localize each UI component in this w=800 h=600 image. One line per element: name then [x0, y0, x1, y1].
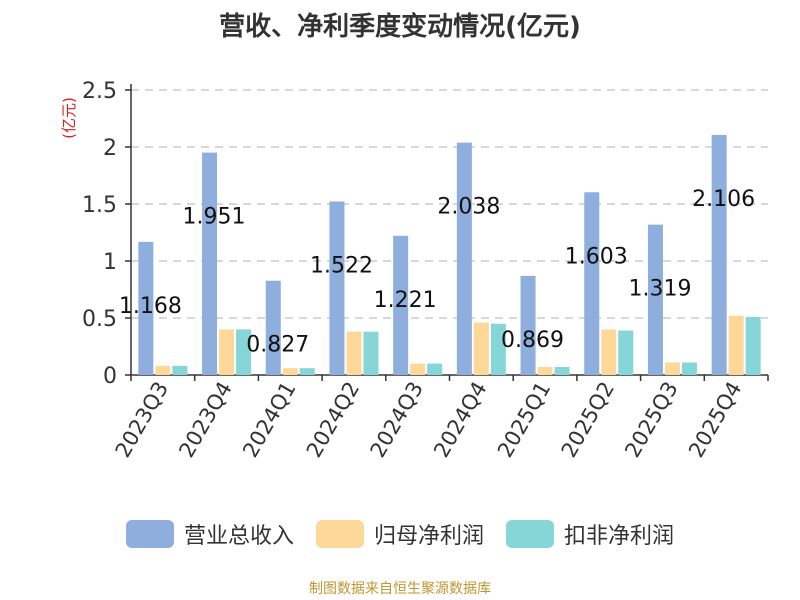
bar-net-profit [219, 329, 235, 375]
data-label: 1.603 [565, 244, 628, 269]
bar-deducted-profit [299, 368, 315, 375]
chart-title: 营收、净利季度变动情况(亿元) [219, 12, 581, 42]
bar-net-profit [155, 365, 171, 375]
bar-revenue [584, 192, 600, 375]
bar-deducted-profit [745, 316, 761, 375]
data-label: 1.319 [628, 277, 691, 302]
data-label: 1.221 [374, 288, 437, 313]
bar-revenue [202, 152, 218, 375]
legend-item-net-profit[interactable]: 归母净利润 [315, 518, 484, 550]
bar-deducted-profit [490, 323, 506, 375]
legend-item-deducted-profit[interactable]: 扣非净利润 [506, 518, 674, 550]
data-label: 2.106 [692, 187, 755, 212]
data-label: 0.827 [246, 333, 309, 358]
legend-swatch-deducted-profit [506, 520, 554, 548]
bar-revenue [329, 201, 345, 375]
y-axis-label: (亿元) [60, 97, 78, 139]
x-tick-label: 2023Q4 [174, 378, 236, 462]
bar-deducted-profit [363, 331, 379, 375]
y-tick-label: 2 [103, 136, 117, 161]
source-footer: 制图数据来自恒生聚源数据库 [309, 581, 491, 597]
bar-net-profit [346, 331, 362, 375]
x-tick-label: 2024Q4 [429, 378, 491, 462]
x-tick-label: 2025Q2 [557, 378, 619, 462]
bar-deducted-profit [554, 367, 570, 375]
x-tick-label: 2025Q1 [493, 378, 555, 462]
bar-revenue [711, 134, 727, 375]
bar-net-profit [728, 315, 744, 375]
data-label: 1.951 [183, 205, 246, 230]
legend-swatch-revenue [125, 520, 174, 548]
y-tick-label: 1 [103, 250, 117, 275]
bar-net-profit [410, 363, 426, 375]
bar-revenue [138, 241, 154, 375]
legend-swatch-net-profit [315, 520, 364, 548]
x-tick-label: 2024Q1 [238, 378, 300, 462]
bar-revenue [647, 224, 663, 375]
legend-label-revenue: 营业总收入 [183, 524, 294, 549]
data-label: 1.522 [310, 253, 373, 278]
data-label: 0.869 [501, 328, 564, 353]
legend: 营业总收入 归母净利润 扣非净利润 [0, 518, 800, 550]
y-tick-label: 0.5 [82, 307, 117, 332]
y-tick-label: 0 [103, 364, 117, 389]
x-tick-label: 2023Q3 [111, 378, 173, 462]
data-label: 2.038 [437, 195, 500, 220]
legend-label-net-profit: 归母净利润 [373, 524, 484, 549]
bar-revenue [265, 280, 281, 375]
legend-label-deducted-profit: 扣非净利润 [564, 524, 675, 549]
x-tick-label: 2025Q4 [684, 378, 746, 462]
data-label: 1.168 [119, 294, 182, 319]
y-tick-label: 1.5 [82, 193, 117, 218]
legend-item-revenue[interactable]: 营业总收入 [125, 518, 294, 550]
x-tick-label: 2025Q3 [620, 378, 682, 462]
x-tick-label: 2024Q2 [302, 378, 364, 462]
bar-deducted-profit [427, 363, 443, 375]
bar-net-profit [282, 368, 298, 375]
bar-net-profit [664, 362, 680, 375]
bar-deducted-profit [172, 365, 188, 375]
bar-net-profit [537, 367, 553, 375]
bar-net-profit [601, 329, 617, 375]
bar-revenue [456, 142, 472, 375]
y-tick-label: 2.5 [82, 79, 117, 104]
bar-deducted-profit [618, 330, 634, 375]
bar-revenue [520, 275, 536, 375]
bar-deducted-profit [236, 329, 252, 375]
bar-revenue [393, 235, 409, 375]
bar-deducted-profit [681, 362, 697, 375]
bar-net-profit [473, 322, 489, 375]
x-tick-label: 2024Q3 [366, 378, 428, 462]
